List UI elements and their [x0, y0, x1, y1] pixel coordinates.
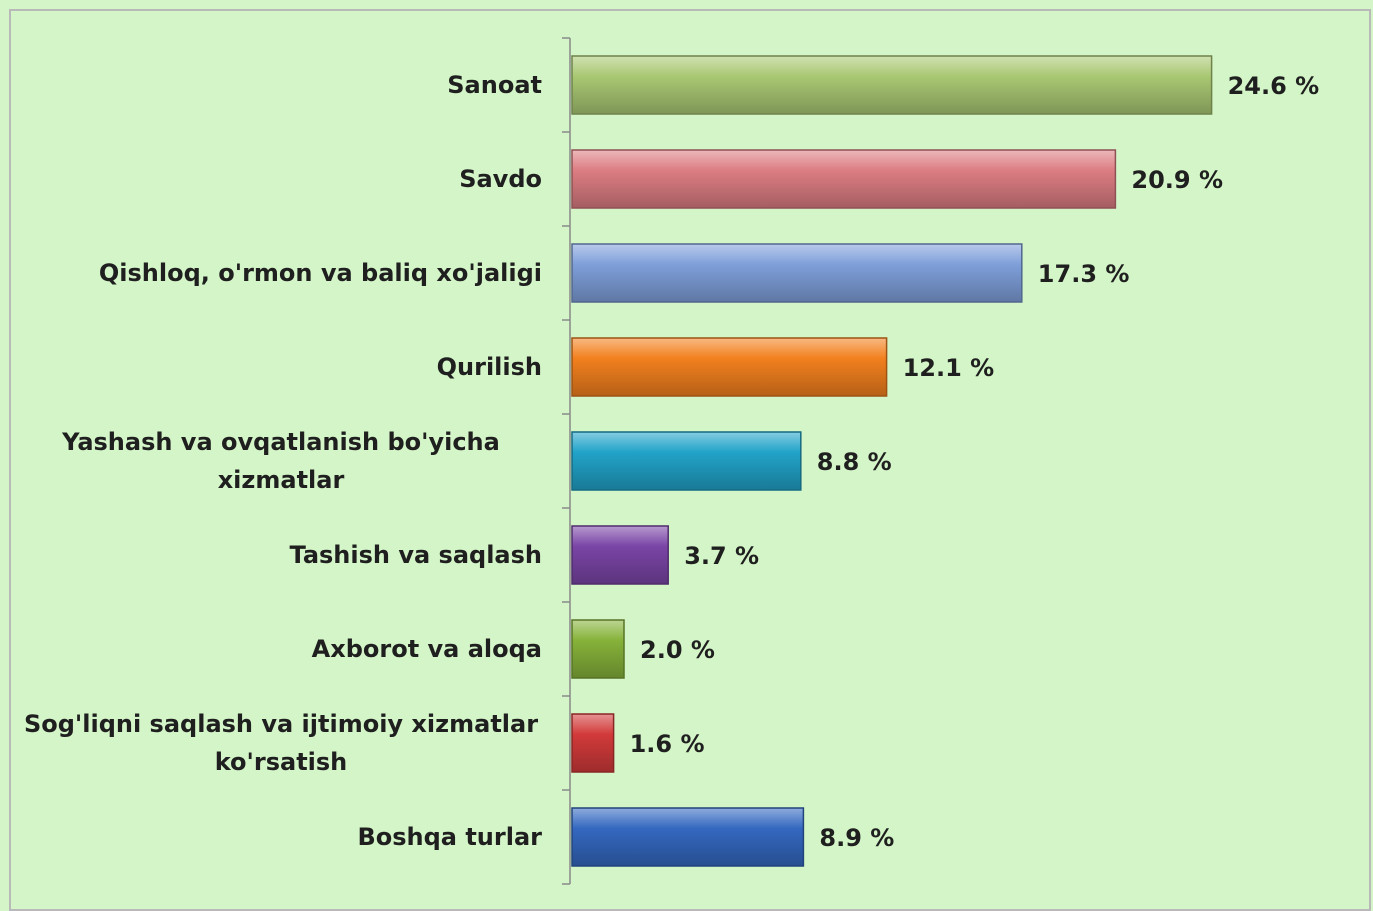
category-label-text: Qishloq, o'rmon va baliq xo'jaligi	[98, 259, 542, 287]
bar	[571, 55, 1213, 115]
category-label: Qishloq, o'rmon va baliq xo'jaligi	[20, 226, 542, 320]
bar	[571, 431, 802, 491]
category-label: Boshqa turlar	[20, 790, 542, 884]
value-label: 8.9 %	[819, 824, 895, 852]
value-label: 2.0 %	[640, 636, 715, 664]
category-label: Axborot va aloqa	[20, 602, 542, 696]
value-label: 3.7 %	[684, 542, 760, 570]
value-label: 12.1 %	[902, 354, 995, 382]
category-label-text: Sanoat	[447, 71, 542, 99]
bar	[571, 243, 1023, 303]
bar	[571, 337, 888, 397]
category-label-text: Boshqa turlar	[357, 823, 542, 851]
category-label: Qurilish	[20, 320, 542, 414]
category-label: Sog'liqni saqlash va ijtimoiy xizmatlar …	[20, 696, 542, 790]
bar	[571, 525, 669, 585]
category-label-text: Savdo	[459, 165, 542, 193]
bar	[571, 619, 625, 679]
frame	[9, 9, 1371, 911]
category-label-text: Yashash va ovqatlanish bo'yicha xizmatla…	[62, 428, 500, 494]
value-label: 8.8 %	[816, 448, 892, 476]
category-label-text: Sog'liqni saqlash va ijtimoiy xizmatlar …	[23, 710, 539, 776]
bar	[571, 713, 615, 773]
bar	[571, 149, 1117, 209]
value-label: 17.3 %	[1037, 260, 1130, 288]
category-label-text: Tashish va saqlash	[289, 541, 542, 569]
bar	[571, 807, 805, 867]
category-label-text: Qurilish	[436, 353, 542, 381]
value-label: 1.6 %	[629, 730, 705, 758]
category-label: Yashash va ovqatlanish bo'yicha xizmatla…	[20, 414, 542, 508]
value-label: 24.6 %	[1227, 72, 1320, 100]
category-label: Savdo	[20, 132, 542, 226]
category-label: Sanoat	[20, 38, 542, 132]
value-label: 20.9 %	[1131, 166, 1224, 194]
category-label-text: Axborot va aloqa	[311, 635, 542, 663]
category-label: Tashish va saqlash	[20, 508, 542, 602]
